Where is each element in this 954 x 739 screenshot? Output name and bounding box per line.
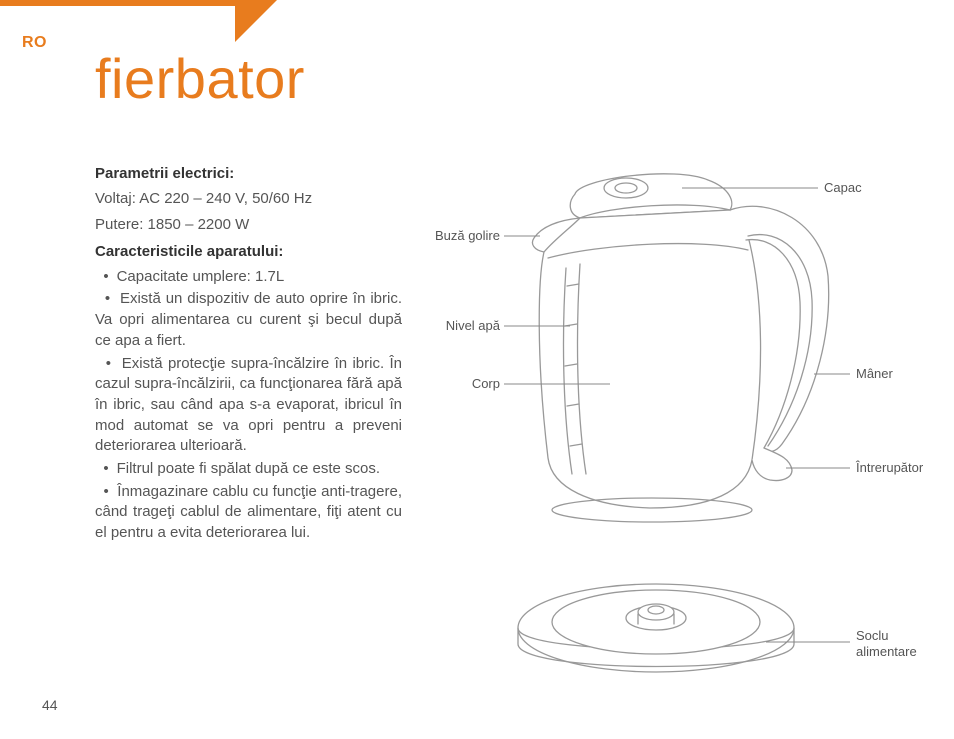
page-number: 44 [42, 697, 58, 713]
label-spout: Buză golire [422, 228, 500, 243]
spec-voltage: Voltaj: AC 220 – 240 V, 50/60 Hz [95, 189, 402, 210]
label-lid: Capac [824, 180, 862, 195]
header-wedge [235, 0, 277, 42]
kettle-svg [430, 158, 930, 698]
bullet-1: Capacitate umplere: 1.7L [117, 267, 285, 288]
label-water-level: Nivel apă [422, 318, 500, 333]
label-handle: Mâner [856, 366, 893, 381]
bullet-4: Filtrul poate fi spălat după ce este sco… [117, 459, 380, 480]
heading-features: Caracteristicile aparatului: [95, 242, 402, 263]
text-column: Parametrii electrici: Voltaj: AC 220 – 2… [95, 164, 402, 546]
kettle-diagram: Buză golire Nivel apă Corp Capac Mâner Î… [430, 158, 930, 698]
bullet-3: • Există protecţie supra-încălzire în ib… [95, 354, 402, 457]
label-body: Corp [422, 376, 500, 391]
spec-power: Putere: 1850 – 2200 W [95, 215, 402, 236]
heading-electrical: Parametrii electrici: [95, 164, 402, 185]
label-base: Soclualimentare [856, 628, 917, 659]
bullet-2: • Există un dispozitiv de auto oprire în… [95, 289, 402, 351]
page-title: fierbator [95, 46, 305, 111]
label-switch: Întrerupător [856, 460, 923, 475]
header-stripe [0, 0, 235, 6]
language-tag: RO [22, 34, 47, 52]
bullet-5: • Înmagazinare cablu cu funcţie anti-tra… [95, 482, 402, 544]
